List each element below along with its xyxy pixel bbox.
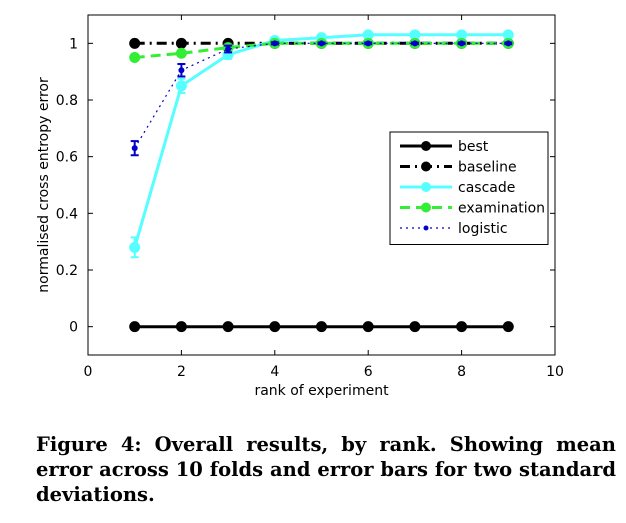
legend-marker bbox=[421, 141, 431, 151]
legend-label: cascade bbox=[458, 180, 515, 196]
legend-label: examination bbox=[458, 201, 545, 217]
data-point bbox=[365, 40, 372, 47]
data-point bbox=[458, 40, 465, 47]
legend-marker bbox=[421, 182, 431, 192]
data-point bbox=[316, 321, 327, 333]
plot-frame bbox=[87, 14, 556, 356]
data-point bbox=[411, 40, 418, 47]
data-point bbox=[409, 321, 421, 333]
y-tick-label: 0 bbox=[69, 320, 78, 336]
y-axis-label: normalised cross entropy error bbox=[36, 77, 52, 293]
data-point bbox=[269, 321, 281, 333]
data-point bbox=[225, 46, 232, 52]
data-point bbox=[505, 40, 512, 47]
legend-marker bbox=[423, 225, 429, 231]
x-tick-label: 8 bbox=[457, 364, 466, 380]
data-point bbox=[222, 321, 234, 333]
data-point bbox=[175, 321, 187, 333]
plot-area: 0 2 4 6 8 10 0 0.2 0.4 0.6 0.8 1 bbox=[56, 14, 564, 380]
legend-entry-cascade: cascade bbox=[400, 180, 515, 196]
data-point bbox=[271, 40, 278, 47]
legend-marker bbox=[421, 161, 431, 172]
data-point bbox=[129, 241, 141, 253]
legend-entry-best: best bbox=[400, 139, 489, 155]
legend-entry-examination: examination bbox=[400, 201, 545, 217]
y-tick-label: 1 bbox=[69, 36, 78, 52]
x-tick-label: 4 bbox=[270, 364, 279, 380]
legend-label: best bbox=[458, 139, 489, 155]
x-axis-label: rank of experiment bbox=[254, 383, 389, 399]
series-logistic bbox=[130, 40, 513, 157]
x-tick-label: 0 bbox=[84, 364, 93, 380]
legend-label: logistic bbox=[458, 221, 508, 237]
y-tick-label: 0.2 bbox=[56, 263, 78, 279]
data-point bbox=[129, 37, 141, 49]
series-cascade bbox=[129, 29, 514, 259]
data-point bbox=[456, 321, 468, 333]
data-point bbox=[129, 52, 141, 63]
data-point bbox=[362, 321, 374, 333]
data-point bbox=[131, 145, 138, 152]
y-tick-label: 0.6 bbox=[56, 150, 78, 166]
data-point bbox=[502, 321, 514, 333]
x-tick-label: 10 bbox=[546, 364, 564, 380]
data-point bbox=[129, 321, 141, 333]
data-point bbox=[175, 37, 187, 49]
y-tick-label: 0.8 bbox=[56, 93, 78, 109]
legend-label: baseline bbox=[458, 160, 517, 176]
legend-entry-logistic: logistic bbox=[400, 221, 508, 237]
data-point bbox=[175, 80, 187, 92]
results-chart: 0 2 4 6 8 10 0 0.2 0.4 0.6 0.8 1 rank of experiment… bbox=[36, 14, 564, 399]
legend-marker bbox=[421, 202, 431, 213]
legend: best baseline cascade examination logistic bbox=[389, 131, 549, 245]
data-point bbox=[318, 40, 325, 47]
data-point bbox=[175, 47, 187, 59]
data-point bbox=[178, 67, 185, 74]
legend-entry-baseline: baseline bbox=[400, 160, 517, 176]
figure-caption: Figure 4: Overall results, by rank. Show… bbox=[36, 433, 616, 506]
x-tick-label: 6 bbox=[364, 364, 373, 380]
y-tick-label: 0.4 bbox=[56, 206, 78, 222]
x-tick-label: 2 bbox=[177, 364, 186, 380]
series-best bbox=[129, 321, 514, 333]
